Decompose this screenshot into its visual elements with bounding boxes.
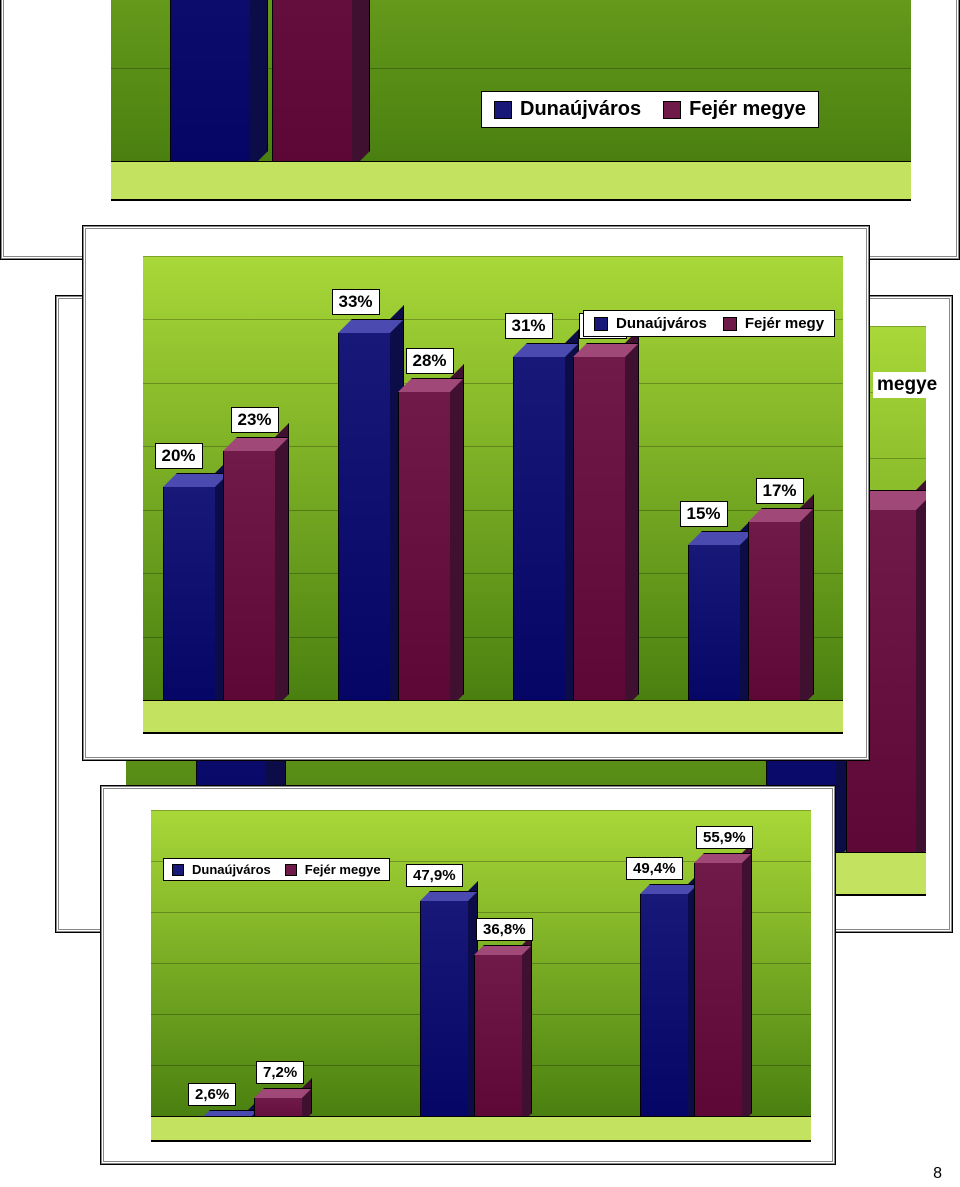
legend-item-2a: Dunaújváros bbox=[594, 315, 707, 332]
chart-panel-1: 52,3%52,1% Dunaújváros Fejér megye bbox=[0, 0, 960, 260]
legend-swatch-2a bbox=[594, 317, 608, 331]
legend-label-3a: Dunaújváros bbox=[192, 862, 271, 877]
legend-label-2a: Dunaújváros bbox=[616, 315, 707, 332]
value-label: 36,8% bbox=[476, 918, 533, 941]
legend-swatch-1b bbox=[663, 101, 681, 119]
value-label: 15% bbox=[680, 501, 728, 527]
chart-panel-3: 2,6% 7,2% 47,9% 36,8% 49,4% 55,9% Dunaújváros… bbox=[100, 785, 836, 1165]
extra-megye-label: megye bbox=[873, 372, 941, 398]
value-label: 33% bbox=[332, 289, 380, 315]
page-number: 8 bbox=[933, 1165, 942, 1183]
legend-item-2b: Fejér megy bbox=[723, 315, 824, 332]
value-label: 49,4% bbox=[626, 857, 683, 880]
value-label: 31% bbox=[505, 313, 553, 339]
legend-item-3b: Fejér megye bbox=[285, 862, 381, 877]
value-label: 47,9% bbox=[406, 864, 463, 887]
value-label: 55,9% bbox=[696, 826, 753, 849]
legend-swatch-2b bbox=[723, 317, 737, 331]
legend-item-1a: Dunaújváros bbox=[494, 98, 641, 121]
value-label: 20% bbox=[155, 443, 203, 469]
legend-1: Dunaújváros Fejér megye bbox=[481, 91, 819, 128]
value-label: 2,6% bbox=[188, 1083, 236, 1106]
legend-label-1b: Fejér megye bbox=[689, 98, 806, 121]
legend-3: Dunaújváros Fejér megye bbox=[163, 858, 390, 881]
legend-label-1a: Dunaújváros bbox=[520, 98, 641, 121]
legend-swatch-3a bbox=[172, 864, 184, 876]
legend-item-3a: Dunaújváros bbox=[172, 862, 271, 877]
value-label: 28% bbox=[406, 348, 454, 374]
chart-panel-2: 20%23%33%28%31%31%15%17% Dunaújváros Fej… bbox=[82, 225, 870, 761]
legend-label-2b: Fejér megy bbox=[745, 315, 824, 332]
legend-swatch-3b bbox=[285, 864, 297, 876]
value-label: 23% bbox=[231, 407, 279, 433]
legend-2: Dunaújváros Fejér megy bbox=[583, 310, 835, 337]
legend-item-1b: Fejér megye bbox=[663, 98, 806, 121]
value-label: 17% bbox=[756, 478, 804, 504]
legend-swatch-1a bbox=[494, 101, 512, 119]
legend-label-3b: Fejér megye bbox=[305, 862, 381, 877]
value-label: 7,2% bbox=[256, 1061, 304, 1084]
